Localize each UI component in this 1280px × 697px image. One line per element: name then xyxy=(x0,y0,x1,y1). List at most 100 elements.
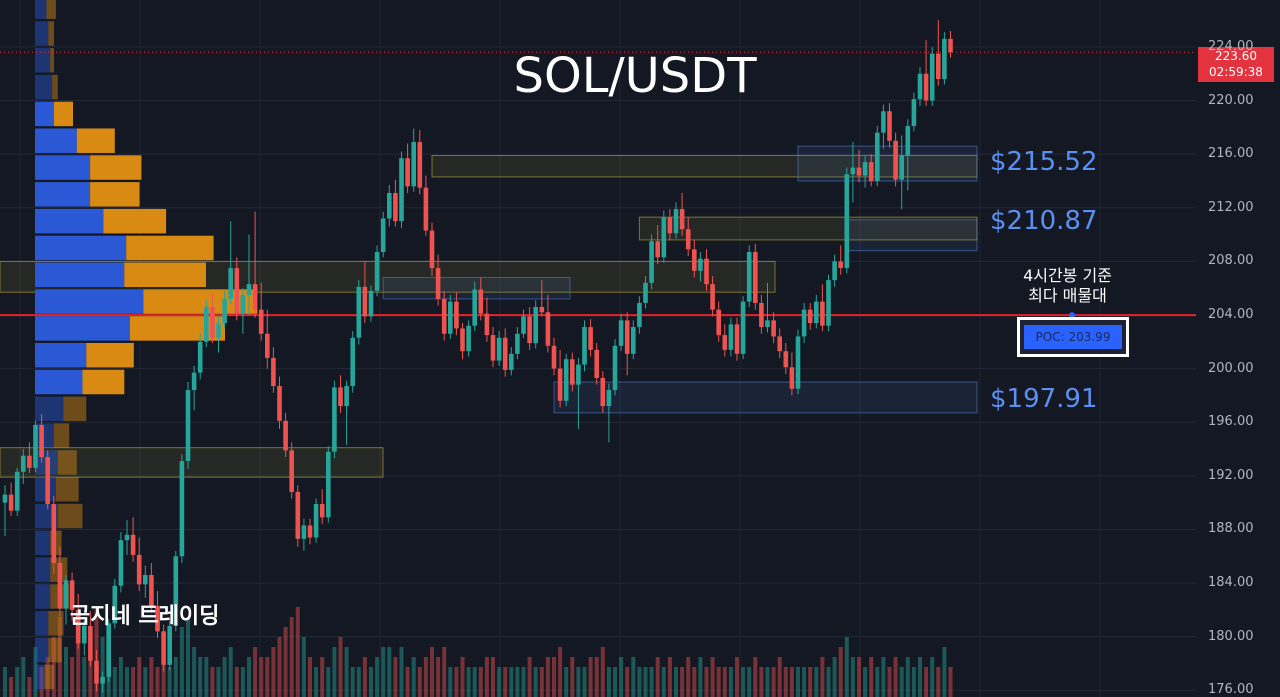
y-tick-label: 200.00 xyxy=(1208,360,1254,376)
poc-label-box: POC: 203.99 xyxy=(1017,317,1129,357)
profile-sell-bar xyxy=(143,289,258,314)
candle-body xyxy=(100,676,105,684)
volume-bar xyxy=(259,657,264,697)
volume-bar xyxy=(484,657,489,697)
volume-bar xyxy=(381,647,386,697)
volume-bar xyxy=(118,657,123,697)
volume-bar xyxy=(15,667,20,697)
volume-bar xyxy=(393,657,398,697)
volume-bar xyxy=(161,647,166,697)
volume-bar xyxy=(948,667,953,697)
candle-body xyxy=(905,125,911,156)
volume-bar xyxy=(301,637,306,697)
volume-bar xyxy=(698,657,703,697)
y-tick-label: 176.00 xyxy=(1208,682,1254,697)
profile-sell-bar xyxy=(130,316,225,341)
candle-body xyxy=(893,140,898,180)
volume-bar xyxy=(570,657,575,697)
candle-body xyxy=(631,327,636,354)
candle-body xyxy=(204,306,209,342)
candle-body xyxy=(344,386,349,407)
volume-bar xyxy=(442,647,447,697)
candle-body xyxy=(777,336,782,352)
candle-body xyxy=(326,451,331,518)
candle-body xyxy=(899,155,904,180)
volume-bar xyxy=(186,617,190,697)
candle-body xyxy=(710,284,715,310)
volume-bar xyxy=(637,667,642,697)
volume-bar xyxy=(881,657,886,697)
volume-bar xyxy=(51,637,56,697)
volume-bar xyxy=(405,667,410,697)
volume-bar xyxy=(796,667,800,697)
candle-body xyxy=(222,298,227,324)
candle-body xyxy=(801,309,807,337)
candle-body xyxy=(734,324,740,354)
candle-body xyxy=(618,320,624,346)
candle-body xyxy=(14,471,20,511)
candle-body xyxy=(136,554,142,585)
volume-bar xyxy=(198,657,203,697)
volume-bar xyxy=(911,667,916,697)
volume-bar xyxy=(716,667,721,697)
volume-bar xyxy=(265,657,270,697)
candle-body xyxy=(356,286,362,338)
candle-body xyxy=(283,420,288,451)
candle-body xyxy=(240,294,246,314)
candle-body xyxy=(423,187,429,231)
volume-bar xyxy=(686,657,691,697)
profile-sell-bar xyxy=(57,450,77,475)
candle-body xyxy=(862,162,868,176)
candle-body xyxy=(21,455,26,472)
profile-sell-bar xyxy=(124,262,206,288)
y-tick-label: 212.00 xyxy=(1208,199,1254,215)
candle-body xyxy=(820,301,825,326)
volume-bar xyxy=(850,657,855,697)
candle-body xyxy=(600,377,606,407)
volume-bar xyxy=(667,657,672,697)
candle-body xyxy=(460,328,465,352)
candle-body xyxy=(588,327,593,350)
profile-sell-bar xyxy=(48,637,62,663)
candle-body xyxy=(368,290,374,317)
volume-bar xyxy=(271,647,276,697)
volume-bar xyxy=(606,667,611,697)
candle-body xyxy=(185,390,191,462)
volume-bar xyxy=(844,637,849,697)
volume-bar xyxy=(179,627,184,697)
y-tick-label: 220.00 xyxy=(1208,92,1254,108)
candle-body xyxy=(411,142,416,187)
candle-body xyxy=(527,316,532,344)
candle-body xyxy=(94,660,99,684)
bar-countdown: 02:59:38 xyxy=(1209,65,1263,79)
candle-body xyxy=(850,167,856,175)
volume-bar xyxy=(613,667,617,697)
poc-label: POC: 203.99 xyxy=(1024,325,1122,349)
volume-bar xyxy=(631,657,636,697)
last-price-tag: 223.60 02:59:38 xyxy=(1198,47,1274,82)
volume-bar xyxy=(143,667,148,697)
profile-buy-bar xyxy=(35,155,91,180)
candle-body xyxy=(277,386,282,421)
candle-body xyxy=(509,353,514,370)
zone-label-210: $210.87 xyxy=(990,206,1098,236)
profile-sell-bar xyxy=(52,74,58,100)
poc-marker xyxy=(1069,312,1075,319)
volume-bar xyxy=(594,657,599,697)
volume-bar xyxy=(710,657,715,697)
profile-buy-bar xyxy=(35,396,64,422)
volume-bar xyxy=(222,657,227,697)
chart-title: SOL/USDT xyxy=(513,48,757,104)
profile-sell-bar xyxy=(48,611,64,636)
profile-buy-bar xyxy=(35,584,51,609)
candle-body xyxy=(582,327,587,365)
candle-body xyxy=(673,209,679,234)
candle-body xyxy=(265,333,270,358)
y-tick-label: 188.00 xyxy=(1208,521,1254,537)
candle-body xyxy=(576,364,581,385)
candle-body xyxy=(728,324,734,350)
candle-body xyxy=(698,258,703,271)
volume-bar xyxy=(234,667,239,697)
profile-sell-bar xyxy=(76,128,115,153)
